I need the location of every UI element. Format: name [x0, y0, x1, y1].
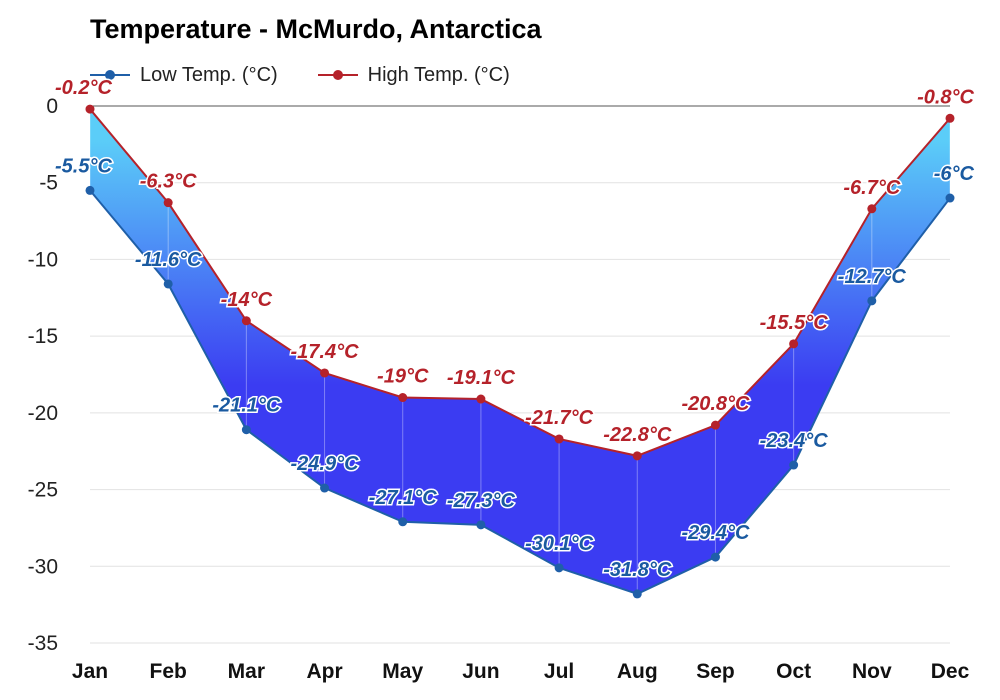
low-temp-point: [867, 296, 877, 306]
y-tick-label: -30: [28, 555, 58, 578]
legend-high-marker-icon: [317, 70, 358, 80]
high-temp-point: [241, 316, 251, 326]
x-tick-label: Aug: [617, 660, 658, 683]
low-temp-point: [554, 563, 564, 573]
high-temp-point: [398, 393, 408, 403]
y-tick-label: 0: [46, 95, 58, 118]
legend-item-low[interactable]: Low Temp. (°C): [90, 64, 278, 87]
high-temp-data-label: -6.7°C: [843, 177, 900, 199]
high-temp-data-label: -6.3°C: [140, 171, 197, 193]
legend-low-marker-icon: [90, 70, 130, 80]
low-temp-data-label: -6°C: [934, 163, 975, 185]
low-temp-point: [398, 517, 408, 527]
low-temp-line: [89, 189, 951, 595]
high-temp-point: [632, 451, 642, 461]
low-temp-point: [789, 460, 799, 470]
legend-item-high[interactable]: High Temp. (°C): [317, 63, 510, 87]
x-tick-label: Jun: [462, 660, 499, 683]
high-temp-point: [710, 420, 720, 430]
low-temp-data-label: -27.1°C: [369, 487, 438, 509]
chart-title: Temperature - McMurdo, Antarctica: [90, 14, 542, 44]
x-tick-label: Nov: [852, 660, 892, 683]
high-temp-data-label: -19.1°C: [447, 367, 516, 389]
low-temp-data-label: -21.1°C: [212, 395, 281, 417]
high-temp-line: [89, 108, 951, 457]
high-temp-data-label: -0.8°C: [917, 86, 974, 108]
high-temp-point: [85, 104, 95, 114]
low-temp-point: [476, 520, 486, 530]
x-tick-label: Feb: [150, 660, 187, 683]
x-tick-label: Apr: [306, 660, 342, 683]
x-tick-label: May: [382, 660, 423, 683]
low-temp-data-label: -24.9°C: [291, 453, 360, 475]
low-temp-data-label: -11.6°C: [135, 249, 202, 271]
high-temp-data-label: -14°C: [221, 289, 273, 311]
high-temp-point: [476, 394, 486, 404]
high-temp-point: [554, 434, 564, 444]
y-tick-label: -35: [28, 632, 58, 655]
x-tick-label: Oct: [776, 660, 811, 683]
high-temp-point: [945, 113, 955, 123]
x-tick-label: Mar: [228, 660, 265, 683]
low-temp-point: [163, 279, 173, 289]
y-tick-label: -25: [28, 479, 58, 502]
high-temp-point: [320, 368, 330, 378]
x-tick-label: Jan: [72, 660, 108, 683]
x-tick-label: Dec: [931, 660, 970, 683]
low-temp-data-label: -12.7°C: [838, 266, 907, 288]
high-temp-point: [163, 198, 173, 208]
high-temp-data-label: -19°C: [377, 366, 429, 388]
legend-low-label: Low Temp. (°C): [140, 63, 278, 86]
low-temp-point: [945, 193, 955, 203]
x-tick-label: Sep: [696, 660, 735, 683]
low-temp-data-label: -29.4°C: [681, 522, 750, 544]
low-temp-data-label: -5.5°C: [55, 155, 112, 177]
high-temp-point: [867, 204, 877, 214]
low-temp-data-label: -23.4°C: [760, 430, 829, 452]
legend-high-label: High Temp. (°C): [367, 63, 510, 86]
high-temp-data-label: -17.4°C: [291, 341, 360, 363]
y-tick-label: -5: [39, 172, 58, 195]
low-temp-point: [632, 589, 642, 599]
high-temp-data-label: -21.7°C: [525, 407, 594, 429]
legend: Low Temp. (°C) High Temp. (°C): [90, 60, 550, 90]
low-temp-point: [85, 185, 95, 195]
low-temp-point: [710, 552, 720, 562]
range-band: [90, 109, 950, 594]
y-tick-label: -15: [28, 325, 58, 348]
y-tick-label: -10: [28, 248, 58, 271]
x-tick-label: Jul: [544, 660, 574, 683]
y-tick-label: -20: [28, 402, 58, 425]
low-temp-point: [320, 483, 330, 493]
low-temp-point: [241, 425, 251, 435]
high-temp-data-label: -20.8°C: [681, 393, 750, 415]
high-temp-point: [789, 339, 799, 349]
low-temp-data-label: -31.8°C: [603, 559, 672, 581]
low-temp-data-label: -30.1°C: [525, 533, 594, 555]
high-temp-data-label: -15.5°C: [760, 312, 829, 334]
low-temp-data-label: -27.3°C: [447, 490, 516, 512]
high-temp-data-label: -22.8°C: [603, 424, 672, 446]
high-temp-data-label: -0.2°C: [55, 77, 112, 99]
